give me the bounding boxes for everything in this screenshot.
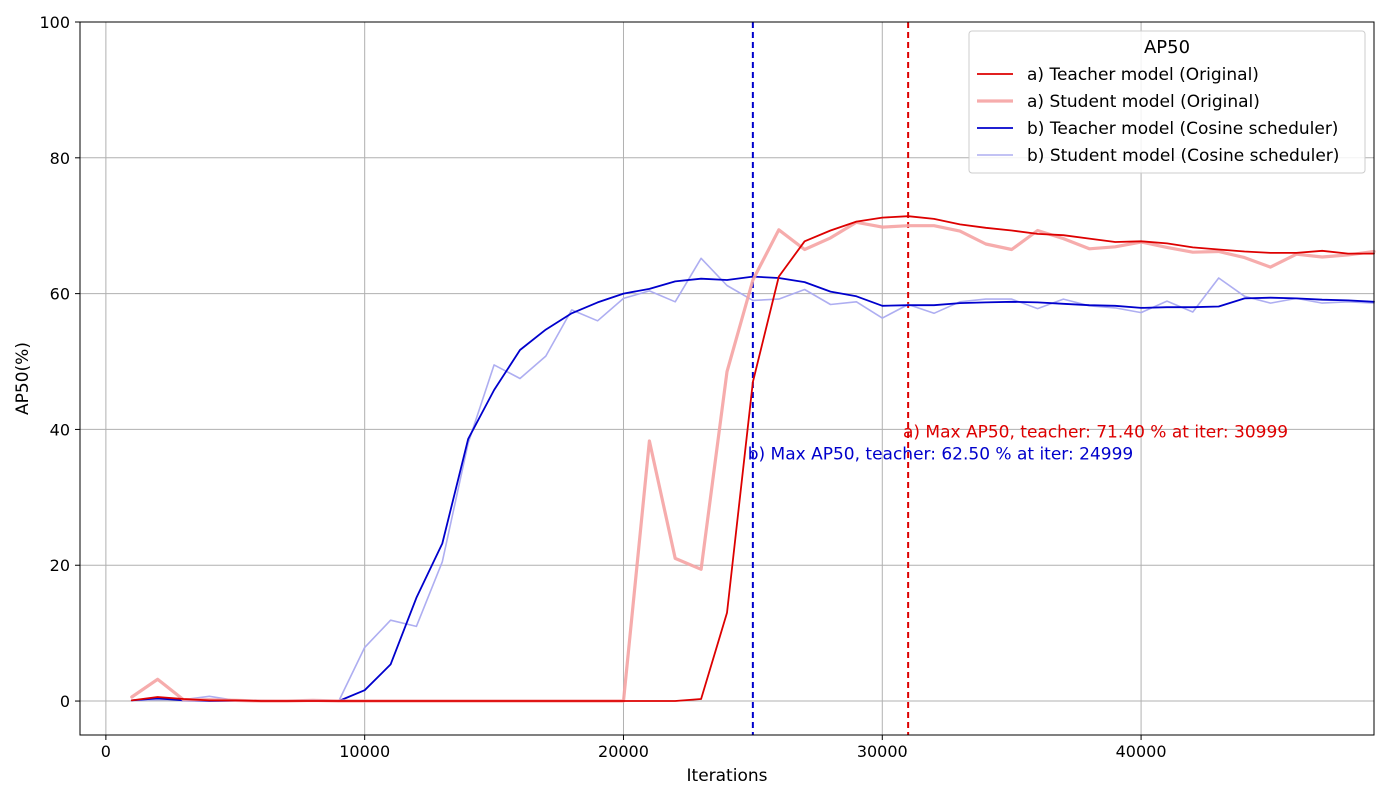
legend-label: a) Teacher model (Original) bbox=[1027, 65, 1259, 85]
annotations: a) Max AP50, teacher: 71.40 % at iter: 3… bbox=[748, 423, 1288, 465]
series-lines bbox=[130, 215, 1376, 703]
max-annotation-a: a) Max AP50, teacher: 71.40 % at iter: 3… bbox=[903, 423, 1288, 443]
y-tick-label: 100 bbox=[39, 13, 70, 32]
legend-entries: a) Teacher model (Original) a) Student mo… bbox=[977, 65, 1339, 166]
y-tick-label: 0 bbox=[60, 692, 70, 711]
series-line bbox=[130, 215, 1375, 702]
x-tick-label: 30000 bbox=[857, 742, 908, 761]
legend-label: b) Student model (Cosine scheduler) bbox=[1027, 146, 1339, 166]
y-tick-label: 20 bbox=[50, 556, 70, 575]
x-tick-label: 20000 bbox=[598, 742, 649, 761]
x-tick-label: 10000 bbox=[339, 742, 390, 761]
y-tick-label: 60 bbox=[50, 285, 70, 304]
max-markers bbox=[751, 22, 910, 735]
x-axis-label: Iterations bbox=[687, 766, 768, 786]
legend-label: b) Teacher model (Cosine scheduler) bbox=[1027, 119, 1338, 139]
legend-title: AP50 bbox=[1144, 37, 1190, 58]
legend: AP50 a) Teacher model (Original) a) Stude… bbox=[968, 30, 1366, 174]
legend-box bbox=[968, 30, 1366, 174]
plot-frame bbox=[79, 21, 1375, 736]
x-tick-label: 40000 bbox=[1116, 742, 1167, 761]
y-axis-label: AP50(%) bbox=[13, 342, 33, 415]
y-tick-label: 40 bbox=[50, 420, 70, 439]
legend-label: a) Student model (Original) bbox=[1027, 92, 1260, 112]
y-tick-label: 80 bbox=[50, 149, 70, 168]
x-tick-label: 0 bbox=[101, 742, 111, 761]
max-annotation-b: b) Max AP50, teacher: 62.50 % at iter: 2… bbox=[748, 444, 1134, 464]
axis-ticks: 0 10000 20000 30000 40000 0 20 40 60 80 100 bbox=[39, 13, 1166, 761]
